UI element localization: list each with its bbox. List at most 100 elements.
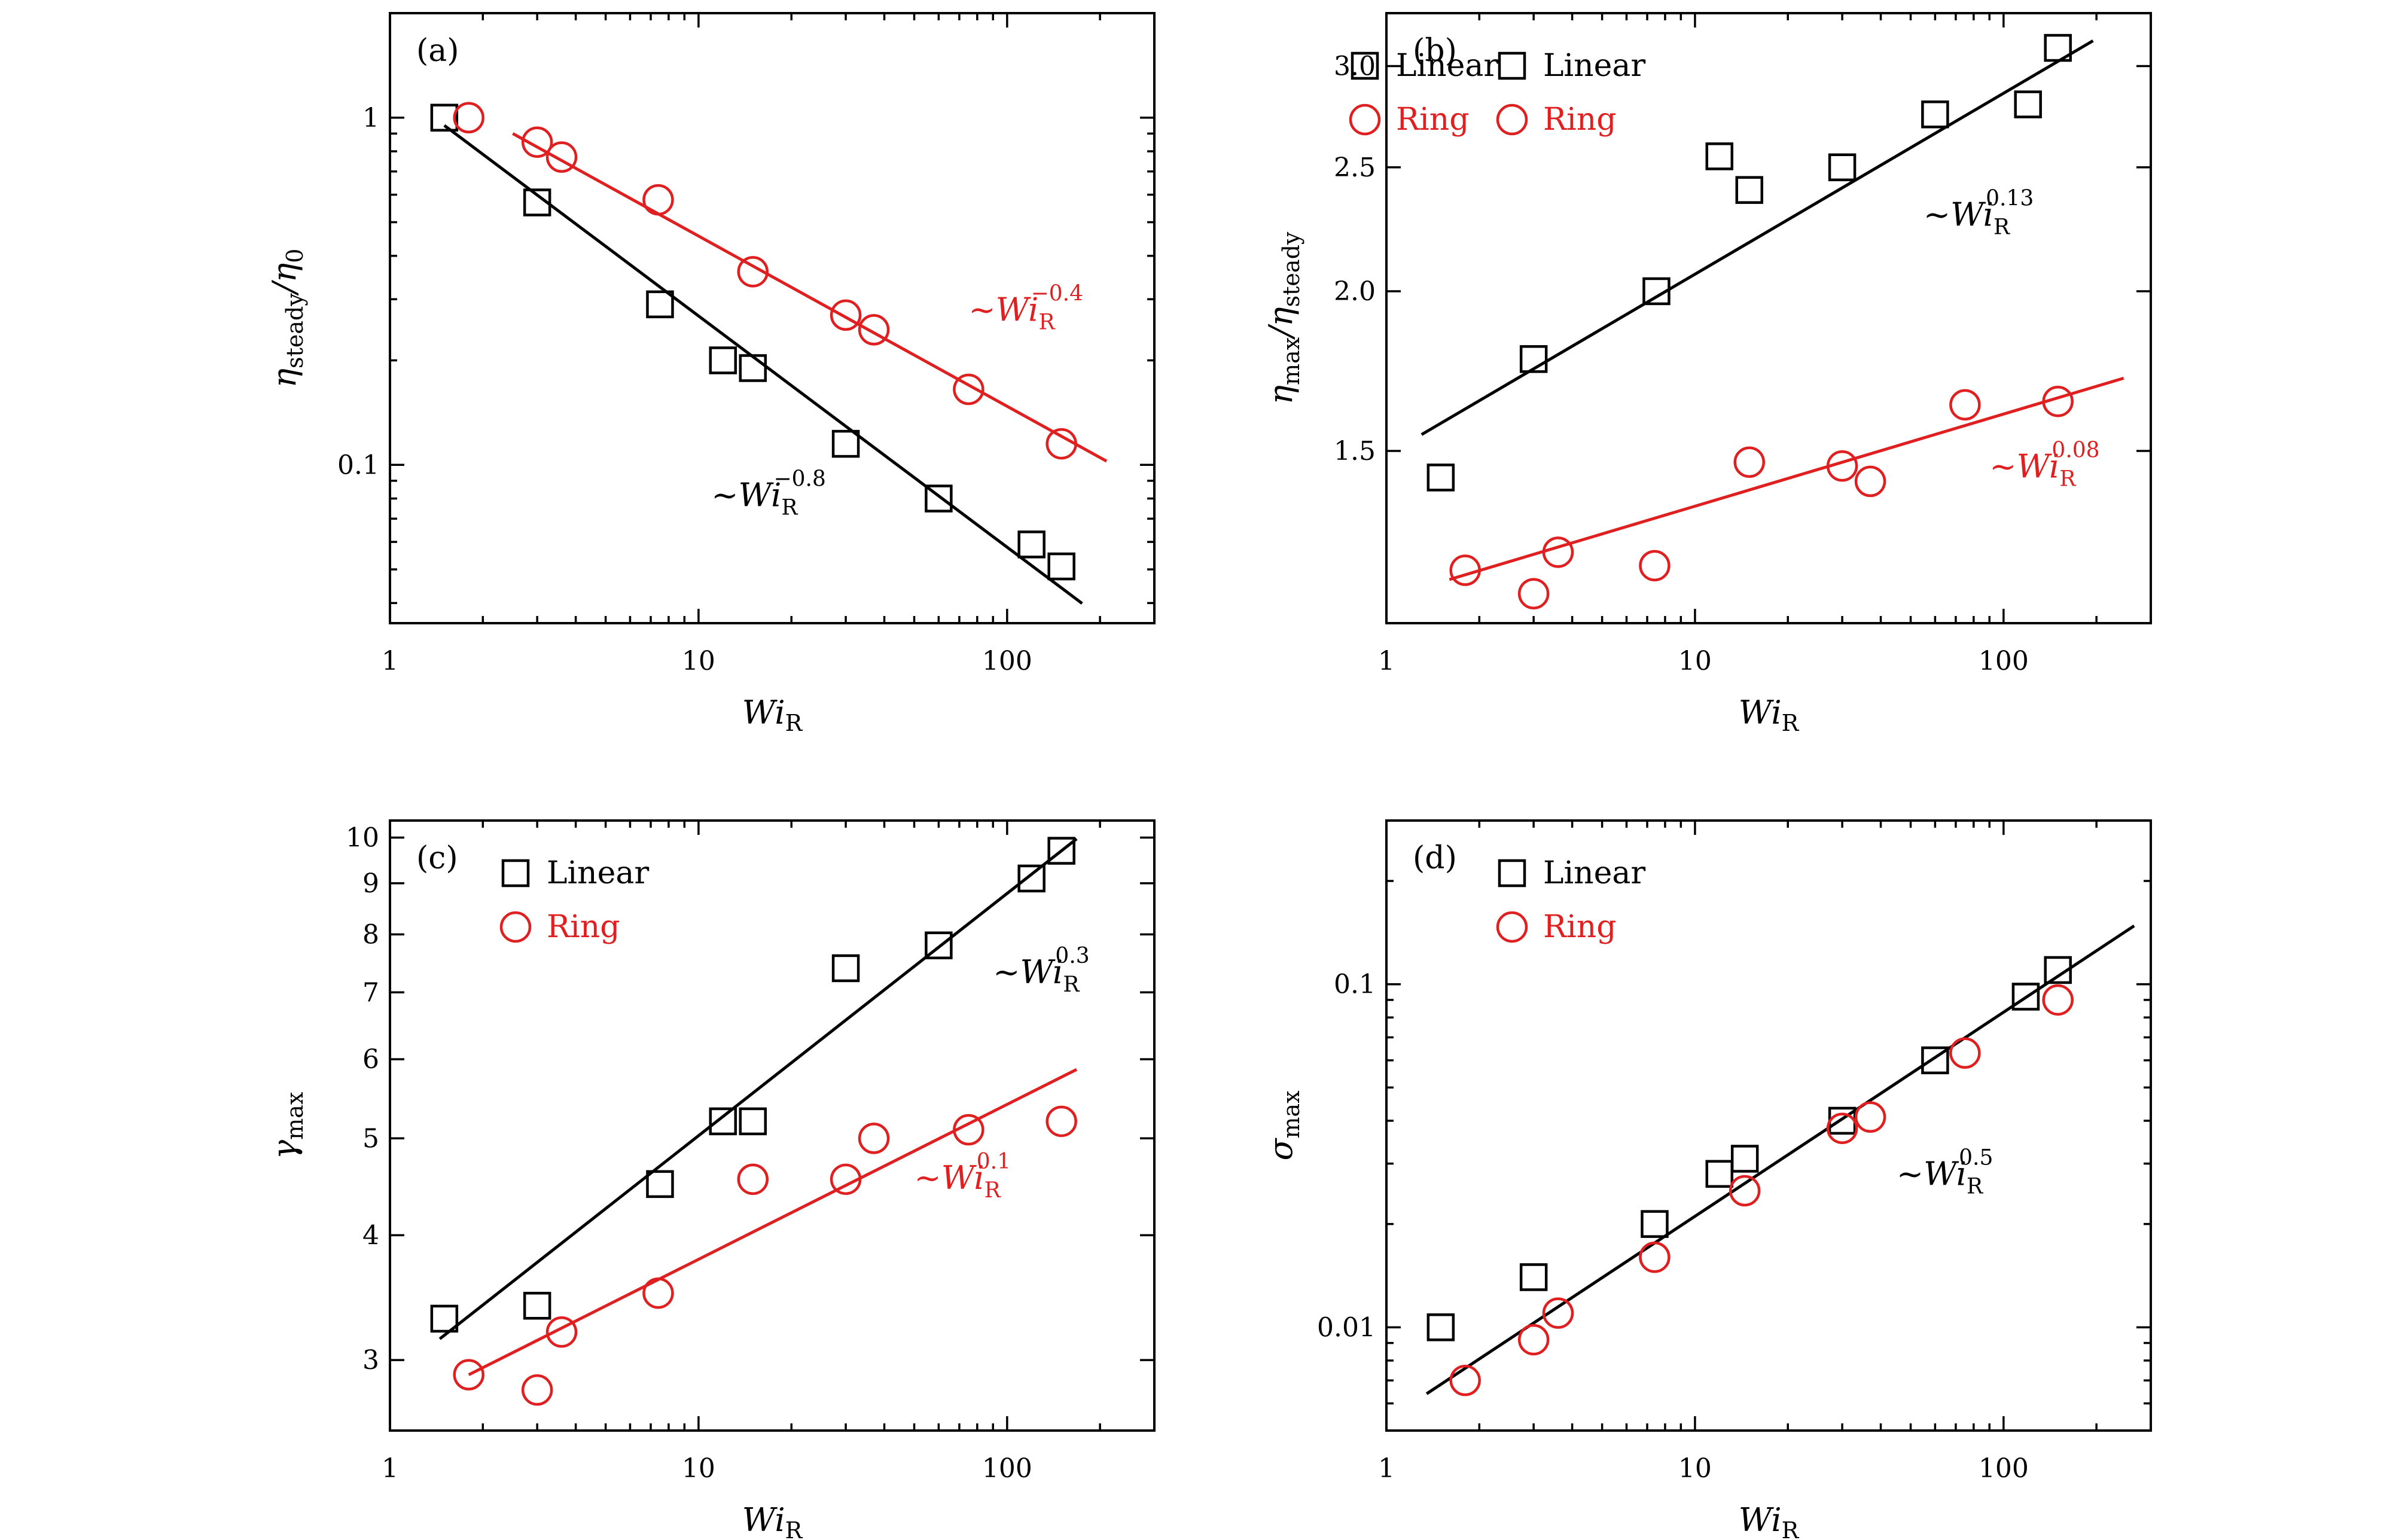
panel-d-linear-point-4 [1730,1145,1759,1173]
panel-a-ring-point-7 [953,373,984,405]
panel-c-ring-point-5 [830,1163,862,1196]
panel-a-x-tick-label-1: 1 [382,646,398,676]
panel-d-ring-point-3 [1639,1241,1671,1273]
panel-c-fit-line-1 [468,1068,1078,1376]
panel-b-linear-point-7 [2014,90,2042,118]
panel-c-fit-line-0 [438,837,1078,1340]
panel-b-ring-point-3 [1639,550,1671,582]
panel-c-ring-point-6 [858,1123,890,1154]
panel-d-plot-area [1385,819,2152,1432]
panel-b: 1 10 100 1.5 2.0 2.5 3.0 WiR ηmax/ηsteady (b) ~WiR… [1262,12,2152,736]
panel-b-x-tick-label-10: 10 [1678,646,1712,676]
panel-c-y-tick-label-10: 10 [346,822,379,853]
panel-a-linear-point-3 [709,346,737,374]
panel-a-fit-line-1 [512,132,1108,463]
panel-b-fit-annotation-1: ~WiR0.08 [1989,438,2099,491]
panel-c-ring-point-3 [642,1277,674,1309]
panel-a-y-tick-label-0-1: 0.1 [337,450,379,480]
panel-d-series-linear [1426,956,2072,1341]
panel-c: 1 10 100 3 4 5 6 7 8 9 10 WiR γmax (c) ~WiR0.3 ~WiR0.1 L… [266,819,1156,1540]
panel-b-legend-marker-linear [1498,51,1526,80]
panel-b-ring-point-7 [1949,389,1981,421]
panel-b-ring-point-2 [1542,536,1574,568]
panel-d-ring-point-8 [2042,984,2074,1016]
panel-b-linear-point-8 [2044,33,2072,62]
panel-b-y-tick-label-1-5: 1.5 [1334,436,1376,466]
panel-c-legend-label-ring: Ring [547,909,620,945]
panel-d-y-axis-title: σmax [1262,1091,1304,1161]
panel-a-ring-point-8 [1045,428,1077,460]
panel-d-ring-point-0 [1449,1364,1481,1396]
panel-a-x-axis-title: WiR [742,694,803,736]
panel-a-y-tick-label-1: 1 [362,103,379,133]
panel-b-y-tick-label-2-0: 2.0 [1334,276,1376,307]
panel-a-fit-annotation-0: ~WiR−0.8 [711,467,826,520]
panel-b-linear-point-6 [1921,100,1949,129]
panel-d-legend-label-linear: Linear [1543,855,1645,891]
panel-a-legend-label-linear: Linear [1396,48,1498,84]
panel-b-fit-annotation-0: ~WiR0.13 [1924,187,2034,240]
panel-a-linear-point-2 [646,290,674,319]
panel-b-y-tick-label-2-5: 2.5 [1334,153,1376,183]
panel-d-x-axis-title: WiR [1739,1501,1800,1540]
panel-b-ring-point-8 [2042,385,2074,417]
panel-c-y-tick-label-8: 8 [362,919,379,950]
panel-d-legend-marker-ring [1496,911,1528,943]
panel-d-linear-point-8 [2044,956,2072,984]
panel-d-linear-point-6 [1921,1046,1949,1075]
panel-a-y-axis-title: ηsteady/η0 [266,249,308,388]
panel-b-ring-point-4 [1733,446,1766,478]
panel-d-y-tick-label-0-01: 0.01 [1317,1312,1376,1343]
panel-b-legend-label-ring: Ring [1543,102,1617,138]
panel-b-label: (b) [1413,33,1457,69]
panel-a-legend-marker-linear [1351,51,1379,80]
panel-b-x-tick-label-1: 1 [1378,646,1395,676]
panel-c-y-tick-label-7: 7 [362,977,379,1008]
panel-d-series-ring [1449,984,2074,1396]
panel-d-x-tick-label-1: 1 [1378,1453,1395,1484]
panel-c-x-tick-label-1: 1 [382,1453,398,1484]
panel-c-x-tick-label-10: 10 [682,1453,715,1484]
panel-d-linear-point-3 [1705,1160,1734,1188]
panel-b-ring-point-0 [1449,554,1481,586]
panel-c-fit-annotation-0: ~WiR0.3 [993,944,1089,997]
panel-d-legend-marker-linear [1498,859,1526,888]
panel-b-legend-marker-ring [1496,103,1528,136]
panel-d-ring-point-6 [1854,1101,1886,1133]
panel-c-linear-point-6 [925,931,953,959]
panel-b-linear-point-4 [1735,176,1764,204]
panel-c-y-tick-label-5: 5 [362,1123,379,1154]
panel-c-linear-point-3 [709,1107,737,1136]
panel-c-y-tick-label-4: 4 [362,1220,379,1251]
panel-a-linear-point-5 [831,429,860,458]
panel-c-legend-label-linear: Linear [547,855,649,891]
panel-c-ring-point-4 [737,1163,769,1196]
panel-b-y-axis-title: ηmax/ηsteady [1262,231,1304,404]
panel-c-ring-point-0 [453,1359,484,1390]
panel-c-y-axis-title: γmax [266,1092,308,1159]
panel-c-ring-point-2 [545,1316,578,1348]
panel-a-ring-point-4 [737,256,769,288]
panel-b-ring-point-5 [1826,450,1858,482]
panel-a-linear-point-8 [1047,552,1075,581]
panel-b-ring-point-1 [1517,578,1550,609]
panel-b-x-tick-label-100: 100 [1979,646,2029,676]
panel-b-series-linear [1426,33,2072,492]
panel-c-label: (c) [416,840,458,876]
panel-d-ring-point-7 [1949,1037,1981,1069]
panel-a-legend-label-ring: Ring [1396,102,1470,138]
panel-a-plot-area [389,12,1156,624]
panel-a-x-tick-label-10: 10 [682,646,715,676]
panel-d-fit-line-0 [1425,924,2135,1395]
panel-c-linear-point-0 [430,1304,459,1333]
panel-c-series-linear [430,837,1075,1333]
panel-d-label: (d) [1413,840,1457,876]
panel-b-linear-point-0 [1426,463,1455,492]
panel-a-linear-point-4 [739,354,767,382]
panel-a-ring-point-3 [642,184,674,216]
panel-b-linear-point-5 [1828,153,1857,182]
panel-b-fit-line-0 [1421,39,2094,436]
panel-c-ring-point-8 [1045,1105,1077,1138]
panel-a-ring-point-0 [453,102,484,134]
